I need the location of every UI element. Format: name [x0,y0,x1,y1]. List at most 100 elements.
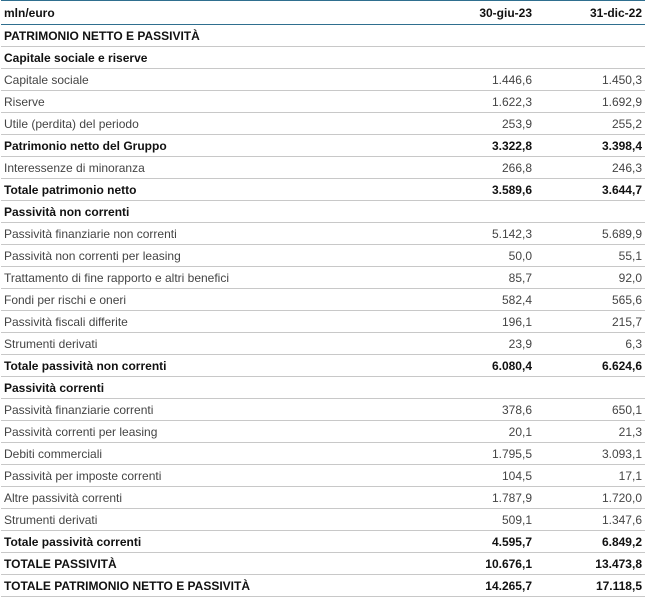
row-value: 4.595,7 [435,530,535,553]
header-row: mln/euro 30-giu-23 31-dic-22 [1,0,645,25]
table-row: Passività per imposte correnti 104,5 17,1 [1,464,645,487]
row-value [535,200,645,223]
row-label: Passività finanziarie non correnti [1,222,435,245]
row-value: 5.142,3 [435,222,535,245]
row-label: Capitale sociale [1,68,435,91]
row-label: Totale passività non correnti [1,354,435,377]
row-label: TOTALE PASSIVITÀ [1,552,435,575]
row-value: 3.093,1 [535,442,645,465]
row-value: 1.446,6 [435,68,535,91]
row-value: 92,0 [535,266,645,289]
row-value: 6,3 [535,332,645,355]
table-row: Totale passività non correnti 6.080,4 6.62… [1,354,645,377]
table-row: TOTALE PATRIMONIO NETTO E PASSIVITÀ 14.26… [1,574,645,597]
row-value: 6.624,6 [535,354,645,377]
row-value: 196,1 [435,310,535,333]
row-value [435,200,535,223]
header-cell: mln/euro [1,0,435,25]
table-row: Passività correnti [1,376,645,399]
row-value: 55,1 [535,244,645,267]
row-value: 6.849,2 [535,530,645,553]
row-label: Totale passività correnti [1,530,435,553]
table-row: Totale passività correnti 4.595,7 6.849,2 [1,530,645,553]
row-label: Debiti commerciali [1,442,435,465]
row-value: 5.689,9 [535,222,645,245]
table-row: Patrimonio netto del Gruppo 3.322,8 3.398,… [1,134,645,157]
row-value [535,24,645,47]
row-value [435,46,535,69]
header-cell: 31-dic-22 [535,0,645,25]
table-row: Utile (perdita) del periodo 253,9 255,2 [1,112,645,135]
table-row: Passività non correnti [1,200,645,223]
row-value: 10.676,1 [435,552,535,575]
row-label: Strumenti derivati [1,332,435,355]
table-row: Capitale sociale e riserve [1,46,645,69]
row-value: 565,6 [535,288,645,311]
row-value: 3.322,8 [435,134,535,157]
row-value: 17.118,5 [535,574,645,597]
row-value: 3.589,6 [435,178,535,201]
row-label: Utile (perdita) del periodo [1,112,435,135]
row-value: 266,8 [435,156,535,179]
row-value [535,46,645,69]
row-value: 1.795,5 [435,442,535,465]
row-value [435,376,535,399]
row-value: 1.622,3 [435,90,535,113]
row-label: Altre passività correnti [1,486,435,509]
row-label: Patrimonio netto del Gruppo [1,134,435,157]
table-row: Debiti commerciali 1.795,5 3.093,1 [1,442,645,465]
row-value: 50,0 [435,244,535,267]
table-row: PATRIMONIO NETTO E PASSIVITÀ [1,24,645,47]
table-row: Passività finanziarie non correnti 5.142,… [1,222,645,245]
table-row: Passività correnti per leasing 20,1 21,3 [1,420,645,443]
row-label: Interessenze di minoranza [1,156,435,179]
row-label: Trattamento di fine rapporto e altri ben… [1,266,435,289]
table-row: Strumenti derivati 23,9 6,3 [1,332,645,355]
row-value: 650,1 [535,398,645,421]
row-value: 1.787,9 [435,486,535,509]
table-row: Totale patrimonio netto 3.589,6 3.644,7 [1,178,645,201]
row-label: Passività fiscali differite [1,310,435,333]
row-value: 21,3 [535,420,645,443]
row-value: 253,9 [435,112,535,135]
row-label: PATRIMONIO NETTO E PASSIVITÀ [1,24,435,47]
table-row: Altre passività correnti 1.787,9 1.720,0 [1,486,645,509]
table-row: TOTALE PASSIVITÀ 10.676,1 13.473,8 [1,552,645,575]
row-value: 582,4 [435,288,535,311]
table-row: Capitale sociale 1.446,6 1.450,3 [1,68,645,91]
row-value: 85,7 [435,266,535,289]
row-value: 14.265,7 [435,574,535,597]
row-value: 17,1 [535,464,645,487]
table-row: Riserve 1.622,3 1.692,9 [1,90,645,113]
row-value: 1.692,9 [535,90,645,113]
header-cell: 30-giu-23 [435,0,535,25]
row-value: 1.450,3 [535,68,645,91]
row-value: 3.398,4 [535,134,645,157]
row-value: 378,6 [435,398,535,421]
row-value: 1.347,6 [535,508,645,531]
table-row: Passività finanziarie correnti 378,6 650,1 [1,398,645,421]
row-value: 246,3 [535,156,645,179]
row-value [435,24,535,47]
row-label: Totale patrimonio netto [1,178,435,201]
row-value: 20,1 [435,420,535,443]
row-label: Passività correnti [1,376,435,399]
table-row: Fondi per rischi e oneri 582,4 565,6 [1,288,645,311]
table-row: Strumenti derivati 509,1 1.347,6 [1,508,645,531]
row-value [535,376,645,399]
table-row: Interessenze di minoranza 266,8 246,3 [1,156,645,179]
row-value: 509,1 [435,508,535,531]
table-row: Passività fiscali differite 196,1 215,7 [1,310,645,333]
row-label: Passività correnti per leasing [1,420,435,443]
row-label: Riserve [1,90,435,113]
row-value: 6.080,4 [435,354,535,377]
row-value: 215,7 [535,310,645,333]
row-value: 3.644,7 [535,178,645,201]
row-label: Strumenti derivati [1,508,435,531]
row-label: Capitale sociale e riserve [1,46,435,69]
row-label: Passività non correnti [1,200,435,223]
row-label: Passività per imposte correnti [1,464,435,487]
